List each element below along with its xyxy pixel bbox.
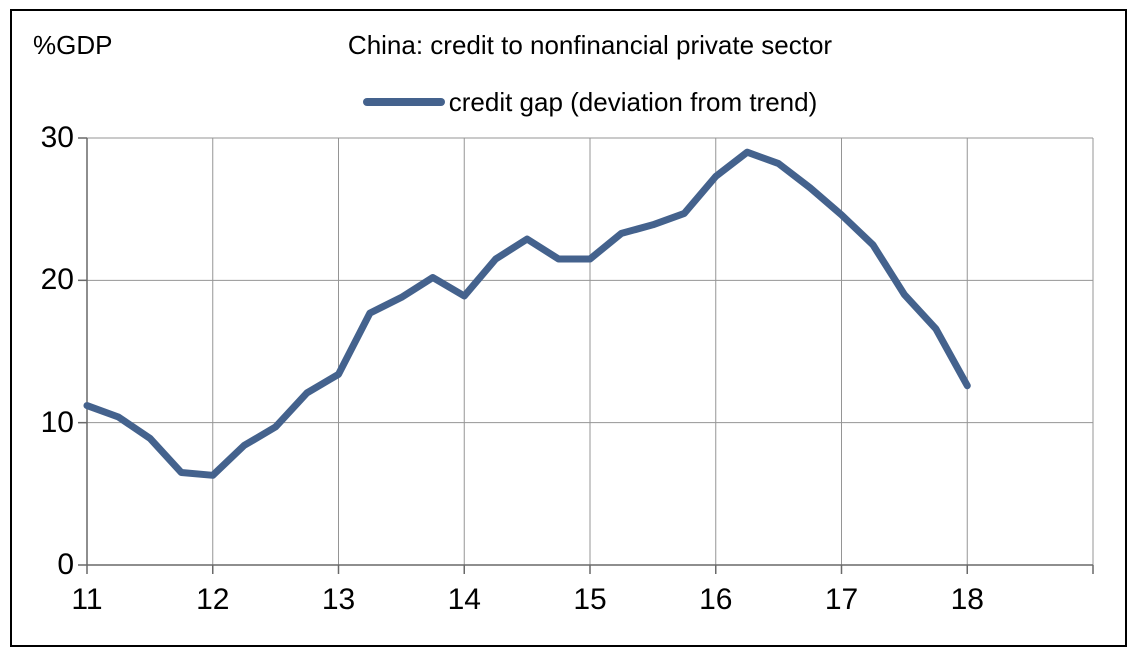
credit-gap-line: [83, 148, 971, 479]
legend: credit gap (deviation from trend): [87, 87, 1093, 117]
y-tick-label: 10: [40, 405, 74, 439]
y-axis-unit-label: %GDP: [33, 30, 113, 60]
y-tick-label: 30: [40, 121, 74, 154]
x-tick-label: 15: [573, 583, 607, 616]
x-tick-label: 14: [447, 583, 481, 616]
x-tick-label: 18: [950, 583, 984, 616]
y-tick-label: 0: [57, 548, 74, 581]
legend-label: credit gap (deviation from trend): [448, 87, 818, 117]
x-tick-label: 13: [321, 583, 356, 616]
x-tick-label: 17: [824, 583, 859, 616]
chart-title: China: credit to nonfinancial private se…: [347, 30, 833, 60]
y-tick-label: 20: [40, 263, 74, 297]
x-tick-label: 16: [699, 583, 733, 616]
legend-line-swatch: [362, 98, 445, 106]
chart-frame: [10, 9, 1127, 647]
x-tick-label: 12: [196, 583, 230, 616]
x-tick-label: 11: [71, 583, 103, 616]
